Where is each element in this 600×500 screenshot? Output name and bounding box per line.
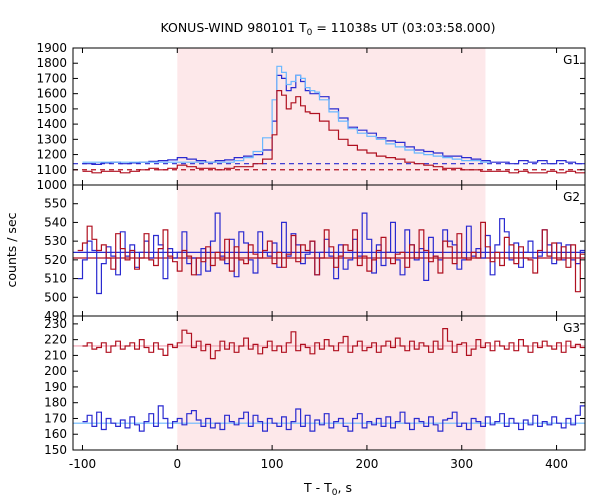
y-tick-label: 1500 (36, 102, 67, 116)
series-line (82, 65, 491, 163)
x-tick-label: 0 (173, 457, 181, 471)
y-tick-label: 510 (44, 272, 67, 286)
series-line (82, 405, 585, 432)
x-tick-label: 400 (545, 457, 568, 471)
panel-label: G2 (563, 190, 580, 204)
y-tick-label: 1800 (36, 56, 67, 70)
y-tick-label: 170 (44, 411, 67, 425)
series-line (82, 74, 585, 165)
series-line (82, 328, 585, 360)
y-tick-label: 540 (44, 215, 67, 229)
chart-title: KONUS-WIND 980101 T0 = 11038s UT (03:03:… (160, 20, 495, 38)
y-tick-label: 160 (44, 427, 67, 441)
y-tick-label: 1300 (36, 132, 67, 146)
y-tick-label: 180 (44, 396, 67, 410)
y-tick-label: 230 (44, 317, 67, 331)
y-tick-label: 150 (44, 443, 67, 457)
panel-label: G1 (563, 53, 580, 67)
series-line (77, 212, 585, 295)
y-tick-label: 1000 (36, 178, 67, 192)
x-tick-label: -100 (69, 457, 96, 471)
y-axis-label: counts / sec (4, 212, 19, 287)
y-tick-label: 220 (44, 333, 67, 347)
panel-label: G3 (563, 321, 580, 335)
y-tick-label: 490 (44, 309, 67, 323)
series-line (77, 221, 585, 293)
y-tick-label: 500 (44, 290, 67, 304)
x-axis-label: T - T0, s (303, 480, 352, 498)
x-tick-label: 200 (355, 457, 378, 471)
y-tick-label: 520 (44, 253, 67, 267)
panel-frame (72, 315, 586, 451)
y-tick-label: 190 (44, 380, 67, 394)
y-tick-label: 1200 (36, 148, 67, 162)
y-tick-label: 550 (44, 197, 67, 211)
y-tick-label: 1400 (36, 117, 67, 131)
y-tick-label: 200 (44, 364, 67, 378)
series-line (82, 90, 585, 174)
y-tick-label: 1600 (36, 87, 67, 101)
y-tick-label: 1700 (36, 71, 67, 85)
x-tick-label: 300 (450, 457, 473, 471)
y-tick-label: 1900 (36, 41, 67, 55)
y-tick-label: 530 (44, 234, 67, 248)
x-tick-label: 100 (261, 457, 284, 471)
y-tick-label: 210 (44, 348, 67, 362)
y-tick-label: 1100 (36, 163, 67, 177)
highlight-interval (177, 48, 486, 450)
